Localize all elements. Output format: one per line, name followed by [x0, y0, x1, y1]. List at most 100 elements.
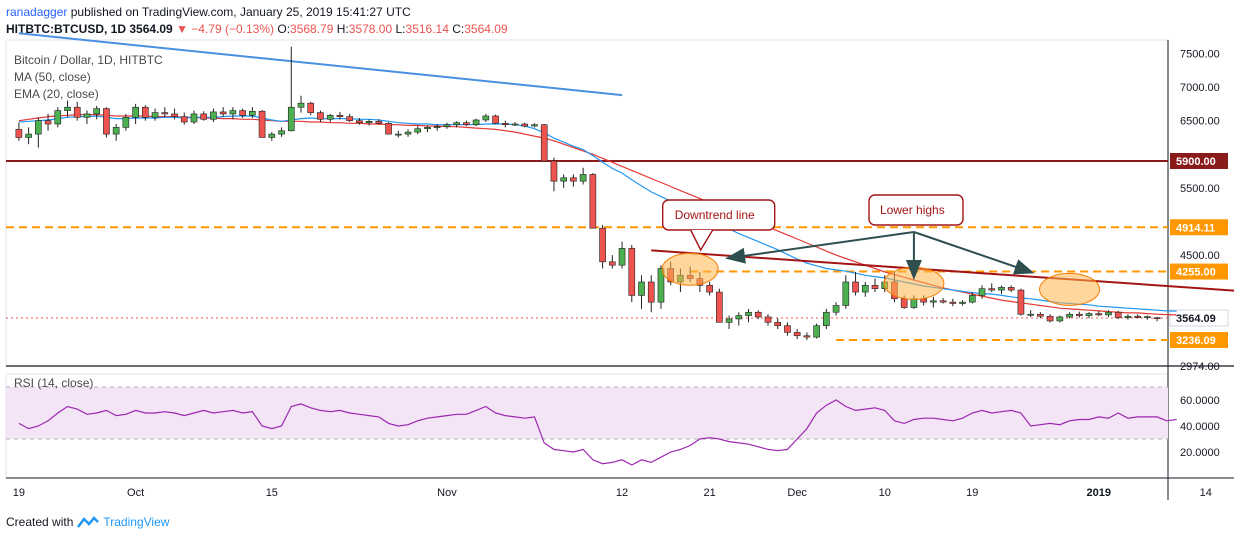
candle-body [531, 124, 538, 127]
author-name[interactable]: ranadagger [6, 5, 68, 19]
price-tag-bg [1170, 263, 1228, 280]
candle-body [307, 102, 315, 113]
candle-body [609, 261, 616, 266]
candle-body [317, 112, 324, 120]
candle-body [511, 123, 519, 126]
candle-body [793, 332, 801, 337]
candle-body [326, 114, 334, 120]
candle-body [832, 305, 840, 313]
candle-body [1075, 313, 1083, 316]
lower-highs-callout-box [868, 194, 964, 226]
time-tick-label: 10 [879, 487, 891, 499]
rsi-line [18, 399, 1177, 466]
candle-body [745, 311, 752, 316]
time-tick-label: 14 [1200, 487, 1212, 499]
candle-body [725, 318, 733, 323]
candle-body [1037, 313, 1044, 317]
candle-body [998, 287, 1005, 291]
candle-body [764, 316, 772, 323]
candle-body [15, 129, 23, 138]
candle-body [64, 106, 71, 111]
candle-body [180, 116, 188, 123]
lower-highs-arrow [725, 231, 915, 264]
low-value: 3516.14 [405, 22, 449, 36]
candle-body [930, 300, 937, 303]
last-price-tag: 3564.09 [1176, 313, 1216, 325]
candle-body [774, 322, 782, 326]
candle-body [959, 301, 966, 304]
footer: Created with TradingView [6, 515, 169, 529]
publish-info: published on TradingView.com, January 25… [70, 5, 411, 19]
symbol-label: HITBTC:BTCUSD, 1D [6, 22, 126, 36]
candle-body [1017, 289, 1025, 315]
candle-body [560, 177, 567, 182]
candle-body [54, 110, 62, 125]
price-tag-bg [1170, 152, 1228, 169]
candle-body [754, 311, 762, 318]
candle-body [394, 133, 402, 136]
time-tick-label: Nov [437, 487, 457, 499]
candle-body [142, 106, 149, 118]
candle-body [803, 335, 811, 338]
lower-highs-callout-label: Lower highs [880, 203, 945, 217]
candle-body [249, 110, 256, 116]
candle-body [356, 120, 363, 123]
candle-body [200, 113, 208, 120]
candle-body [472, 119, 480, 125]
candle-body [297, 102, 305, 108]
candle-body [978, 288, 986, 296]
candle-body [83, 113, 91, 118]
candle-body [939, 300, 947, 303]
candle-body [414, 128, 422, 133]
candle-body [482, 115, 490, 121]
high-label: H: [336, 22, 349, 36]
candle-body [258, 110, 266, 138]
price-tick-label: 4500.00 [1180, 250, 1220, 262]
time-tick-label: 15 [266, 487, 278, 499]
high-value: 3578.00 [348, 22, 393, 36]
candle-body [122, 116, 130, 128]
candle-body [25, 133, 32, 138]
time-tick-label: 2019 [1087, 487, 1111, 499]
candle-body [171, 113, 178, 117]
time-tick-label: Oct [127, 487, 144, 499]
candle-body [375, 121, 383, 124]
price-tag-label: 4255.00 [1176, 267, 1216, 279]
time-tick-label: 12 [616, 487, 628, 499]
tradingview-logo-icon [77, 516, 100, 528]
candle-body [443, 124, 451, 128]
candle-body [365, 121, 373, 123]
candle-body [268, 133, 276, 138]
candle-body [404, 131, 412, 135]
legend-rsi: RSI (14, close) [14, 376, 93, 390]
time-tick-label: Dec [787, 487, 807, 499]
time-tick-label: 19 [966, 487, 978, 499]
lower-high-highlight [1039, 272, 1101, 306]
candle-body [988, 288, 996, 291]
candle-body [219, 111, 227, 115]
publish-header: ranadagger published on TradingView.com,… [6, 5, 411, 19]
candle-body [103, 108, 110, 135]
price-tag-bg [1170, 219, 1228, 236]
candle-body [385, 123, 392, 135]
candle-body [161, 112, 169, 115]
tradingview-brand[interactable]: TradingView [103, 515, 170, 529]
candle-body [463, 122, 470, 125]
price-tick-label: 6500.00 [1180, 116, 1220, 128]
legend-ma: MA (50, close) [14, 70, 91, 84]
candle-body [73, 106, 81, 118]
candle-body [433, 126, 441, 129]
downtrend-line [651, 249, 1234, 292]
open-label: O: [277, 22, 291, 36]
rsi-tick-label: 40.0000 [1180, 421, 1220, 433]
candle-body [190, 113, 198, 123]
candle-body [287, 106, 295, 132]
candle-body [550, 160, 558, 182]
candle-body [861, 285, 869, 293]
candle-body [44, 120, 52, 125]
candle-body [618, 248, 626, 266]
candle-body [424, 127, 431, 130]
price-change: ▼ −4.79 (−0.13%) [176, 22, 275, 36]
candle-body [151, 112, 159, 118]
